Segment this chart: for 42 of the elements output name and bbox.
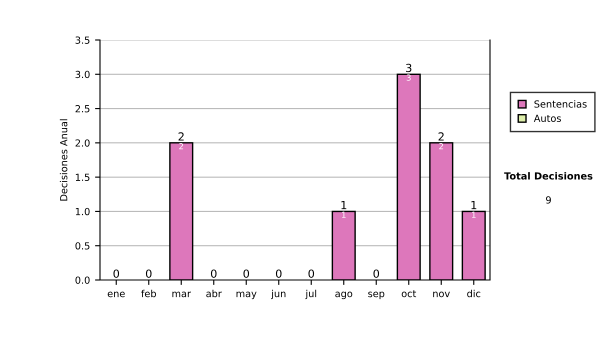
text: 0.0 (75, 276, 90, 284)
data-label: 2 (179, 143, 184, 150)
text: 2.0 (76, 139, 90, 147)
total-label: 2 (438, 132, 444, 141)
y-axis-title: Decisiones Anual (60, 119, 68, 201)
total-label: 1 (341, 201, 346, 210)
data-label: 1 (342, 212, 346, 218)
text: 9 (546, 196, 551, 204)
text: Total Decisiones (504, 172, 592, 180)
x-tick-label: oct (402, 290, 416, 298)
text: 1.5 (76, 174, 90, 181)
data-label: 2 (439, 143, 444, 150)
total-label: 0 (113, 269, 120, 278)
x-tick-label: nov (433, 292, 450, 298)
total-label: 0 (210, 269, 217, 278)
total-label: 0 (146, 269, 152, 278)
data-label: 3 (406, 74, 411, 81)
x-tick-label: dic (467, 290, 480, 298)
text: 0.5 (75, 242, 90, 250)
legend-label: Sentencias (534, 100, 587, 108)
total-label: 0 (276, 269, 282, 278)
x-tick-label: may (236, 292, 257, 300)
text: 2.5 (76, 105, 90, 112)
legend-label: Autos (534, 114, 561, 122)
x-tick-label: jun (271, 290, 286, 300)
total-label: 0 (373, 269, 380, 278)
total-label: 0 (243, 269, 250, 278)
text: 3.5 (76, 36, 90, 44)
total-label: 1 (471, 201, 476, 210)
total-label: 3 (406, 64, 412, 72)
x-tick-label: feb (141, 290, 156, 298)
total-label: 0 (308, 269, 314, 278)
x-tick-label: jul (305, 290, 316, 300)
text: 1.0 (76, 208, 90, 216)
x-tick-label: ene (108, 292, 125, 298)
x-tick-label: abr (206, 290, 222, 298)
text: 3.0 (76, 70, 90, 78)
total-label: 2 (178, 132, 184, 141)
x-tick-label: ago (335, 292, 352, 300)
data-label: 1 (472, 212, 476, 218)
x-tick-label: mar (172, 292, 191, 298)
x-tick-label: sep (368, 292, 384, 300)
